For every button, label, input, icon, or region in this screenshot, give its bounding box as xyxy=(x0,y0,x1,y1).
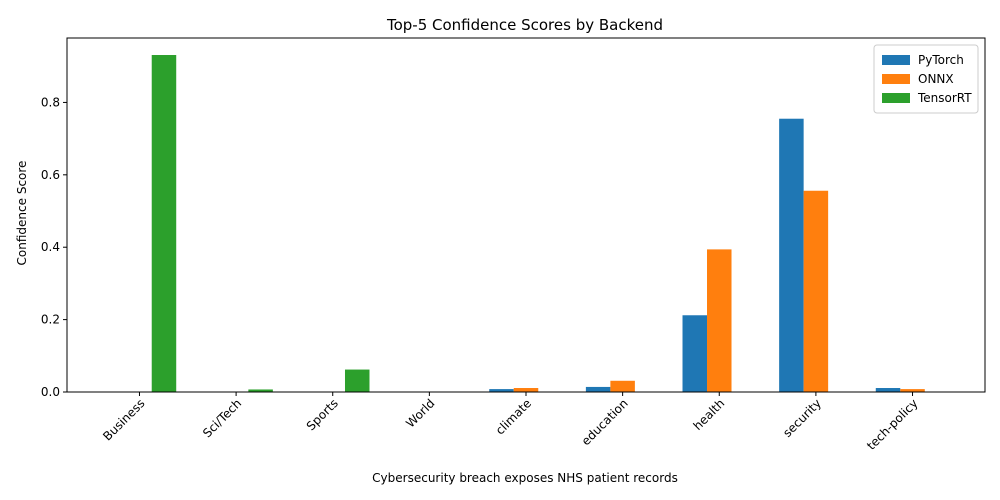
legend-label-tensorrt: TensorRT xyxy=(917,91,972,105)
y-tick-label: 0.8 xyxy=(41,95,60,109)
bar-pytorch-climate xyxy=(489,389,514,392)
bar-pytorch-education xyxy=(585,386,611,392)
bar-tensorrt-sports xyxy=(344,369,370,392)
bar-tensorrt-business xyxy=(151,55,177,392)
bar-pytorch-security xyxy=(779,118,804,392)
bar-tensorrt-sci-tech xyxy=(248,389,273,392)
x-tick-label: health xyxy=(691,396,728,433)
y-tick-label: 0.6 xyxy=(41,168,60,182)
bar-onnx-education xyxy=(610,380,635,392)
y-axis-ticks: 0.0 0.2 0.4 0.6 0.8 xyxy=(41,95,67,399)
x-axis-ticks: Business Sci/Tech Sports World climate educat… xyxy=(100,392,921,453)
x-tick-label: tech-policy xyxy=(864,396,921,453)
x-axis-label: Cybersecurity breach exposes NHS patient… xyxy=(372,471,678,485)
bar-pytorch-health xyxy=(682,315,708,392)
plot-frame xyxy=(66,37,986,393)
legend-swatch-tensorrt xyxy=(882,93,910,103)
legend: PyTorch ONNX TensorRT xyxy=(873,44,979,114)
bar-onnx-tech-policy xyxy=(900,389,925,392)
y-tick-label: 0.4 xyxy=(41,240,60,254)
x-tick-label: education xyxy=(579,396,631,448)
x-tick-label: security xyxy=(780,396,824,440)
bar-onnx-climate xyxy=(513,388,539,392)
y-axis-label: Confidence Score xyxy=(15,161,29,266)
y-tick-label: 0.2 xyxy=(41,313,60,327)
bar-pytorch-tech-policy xyxy=(875,388,901,392)
x-tick-label: Business xyxy=(100,396,147,443)
bars-group xyxy=(151,55,925,392)
x-tick-label: Sports xyxy=(304,396,341,433)
x-tick-label: World xyxy=(403,396,437,430)
chart-title: Top-5 Confidence Scores by Backend xyxy=(386,16,663,34)
x-tick-label: climate xyxy=(493,396,534,437)
y-tick-label: 0.0 xyxy=(41,385,60,399)
legend-swatch-pytorch xyxy=(882,55,910,65)
x-tick-label: Sci/Tech xyxy=(200,396,244,440)
bar-onnx-security xyxy=(803,190,829,392)
legend-label-onnx: ONNX xyxy=(918,72,954,86)
bar-onnx-health xyxy=(707,249,732,392)
legend-swatch-onnx xyxy=(882,74,910,84)
legend-label-pytorch: PyTorch xyxy=(918,53,964,67)
